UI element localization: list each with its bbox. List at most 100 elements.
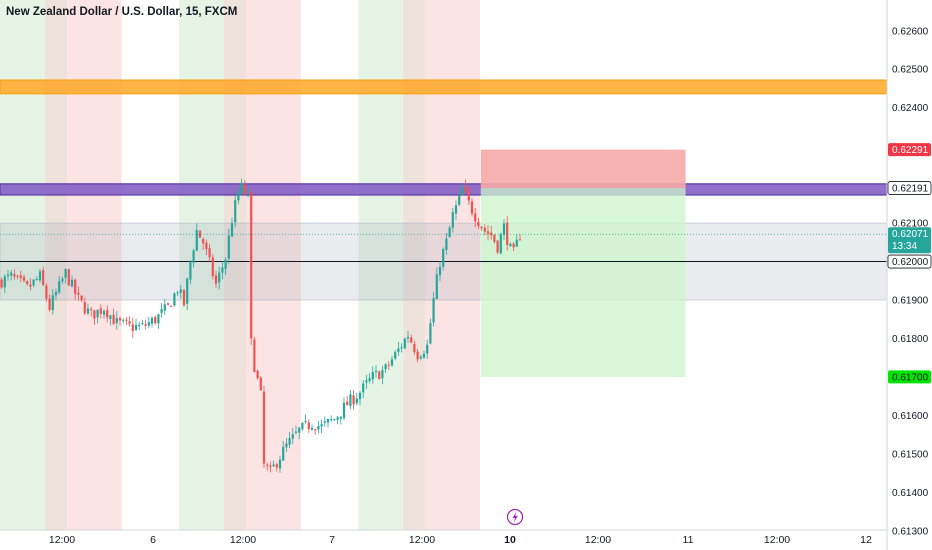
candle-body	[58, 281, 61, 293]
price-tick-label: 0.61800	[892, 334, 929, 345]
candle-body	[198, 230, 202, 238]
candle-body	[362, 383, 365, 393]
candles	[0, 178, 522, 473]
candle-body	[474, 213, 477, 222]
candle-body	[262, 391, 266, 464]
candle-body	[493, 234, 496, 242]
candle-body	[438, 266, 442, 276]
candle-body	[445, 238, 448, 250]
candle-body	[397, 348, 400, 352]
candle-body	[6, 274, 10, 277]
candle-body	[483, 227, 486, 232]
candle-body	[125, 319, 128, 321]
price-tick-label: 0.62500	[892, 65, 929, 76]
candle-body	[106, 310, 109, 318]
candle-body	[176, 292, 179, 294]
candle-body	[61, 278, 64, 282]
candle-body	[182, 289, 186, 306]
candle-body	[358, 392, 362, 400]
candle-body	[211, 257, 214, 277]
candle-body	[317, 426, 320, 430]
candle-body	[22, 276, 26, 281]
short-position-tool[interactable]	[480, 149, 686, 377]
candle-body	[86, 308, 90, 314]
candle-body	[480, 226, 483, 229]
candle-body	[80, 295, 83, 301]
session-band-brown	[224, 0, 247, 530]
candle-body	[118, 318, 122, 321]
candle-body	[282, 447, 285, 461]
stop-loss-area	[480, 149, 686, 189]
candle-body	[202, 238, 205, 244]
candle-body	[157, 314, 160, 324]
candle-body	[499, 234, 502, 254]
time-axis[interactable]: 12:00 6 12:00 7 12:00 10 12:00 11 12:00 12	[0, 529, 887, 546]
candle-body	[115, 317, 118, 324]
candle-body	[410, 337, 413, 343]
candle-body	[387, 364, 390, 366]
candle-body	[320, 424, 323, 427]
candle-body	[205, 242, 208, 250]
candle-body	[464, 186, 467, 192]
candle-body	[109, 315, 112, 320]
candle-body	[339, 416, 342, 419]
candle-body	[48, 298, 51, 310]
candle-body	[381, 370, 384, 379]
session-band-brown	[403, 0, 426, 530]
candle-body	[16, 275, 19, 277]
candle-body	[304, 420, 307, 422]
candle-body	[333, 419, 336, 421]
events-marker[interactable]	[506, 508, 524, 526]
lightning-glyph	[512, 511, 518, 523]
candle-body	[96, 309, 99, 318]
candle-body	[3, 276, 6, 288]
take-profit-area	[480, 188, 686, 377]
candle-body	[301, 422, 304, 430]
candle-body	[342, 402, 346, 418]
candle-body	[310, 427, 314, 430]
candle-body	[374, 370, 378, 373]
candle-body	[512, 243, 515, 248]
price-axis[interactable]: 0.62600 0.62500 0.62400 0.62100 0.61900 0.618…	[886, 0, 932, 550]
candle-body	[93, 310, 96, 319]
candle-body	[448, 227, 451, 238]
candle-body	[486, 231, 490, 234]
price-badge-level	[887, 254, 932, 269]
candle-body	[99, 308, 102, 314]
price-badge-level	[887, 181, 932, 195]
candle-body	[422, 353, 426, 358]
candle-body	[253, 339, 256, 373]
time-tick-label: 12:00	[230, 534, 256, 546]
candle-body	[278, 459, 282, 469]
candle-body	[32, 279, 35, 286]
candle-body	[470, 201, 474, 214]
candle-body	[144, 324, 147, 326]
candle-body	[496, 240, 499, 253]
candle-body	[90, 309, 93, 311]
candle-body	[102, 310, 106, 315]
candle-body	[42, 270, 45, 285]
candle-body	[368, 378, 371, 381]
candle-body	[403, 338, 406, 349]
candle-body	[45, 285, 48, 299]
candle-body	[10, 272, 13, 276]
time-tick-label: 12:00	[49, 534, 75, 546]
bar-countdown-label: 13:34	[892, 241, 917, 252]
candle-body	[330, 419, 333, 421]
candle-body	[467, 189, 470, 201]
candle-body	[502, 223, 506, 235]
price-badge-label: 0.62291	[892, 145, 929, 156]
candle-body	[128, 321, 131, 324]
candle-body	[160, 309, 163, 313]
candle-body	[269, 465, 272, 467]
candle-body	[509, 243, 512, 247]
candle-body	[288, 438, 291, 445]
candle-body	[74, 279, 77, 294]
session-band-brown	[44, 0, 68, 530]
candle-body	[221, 267, 224, 273]
price-badge-label: 0.62191	[892, 184, 929, 195]
candle-body	[141, 323, 144, 325]
candle-body	[429, 323, 432, 344]
